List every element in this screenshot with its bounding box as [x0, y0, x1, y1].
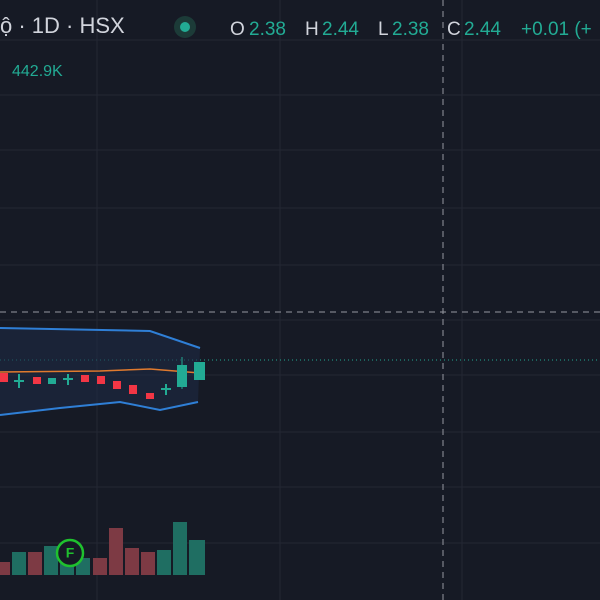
event-marker-label: F — [66, 545, 75, 561]
ohlc-value: 2.38 — [249, 19, 286, 40]
candles — [0, 357, 205, 399]
ohlc-key: H — [305, 19, 319, 40]
volume-label: 442.9K — [12, 63, 63, 80]
volume-bars — [0, 522, 205, 575]
band-lower — [0, 400, 199, 416]
ohlc-key: L — [378, 19, 389, 40]
event-marker[interactable] — [55, 538, 85, 568]
ohlc-key: C — [447, 19, 461, 40]
ohlc-value: 2.44 — [464, 19, 501, 40]
symbol-title: ộ · 1D · HSX — [0, 13, 125, 38]
ohlc-value: 2.38 — [392, 19, 429, 40]
band-upper — [0, 327, 201, 349]
status-dot — [180, 22, 190, 32]
ohlc-key: O — [230, 19, 245, 40]
change: +0.01 (+ — [521, 19, 592, 40]
ohlc-value: 2.44 — [322, 19, 359, 40]
band-middle — [0, 368, 201, 374]
